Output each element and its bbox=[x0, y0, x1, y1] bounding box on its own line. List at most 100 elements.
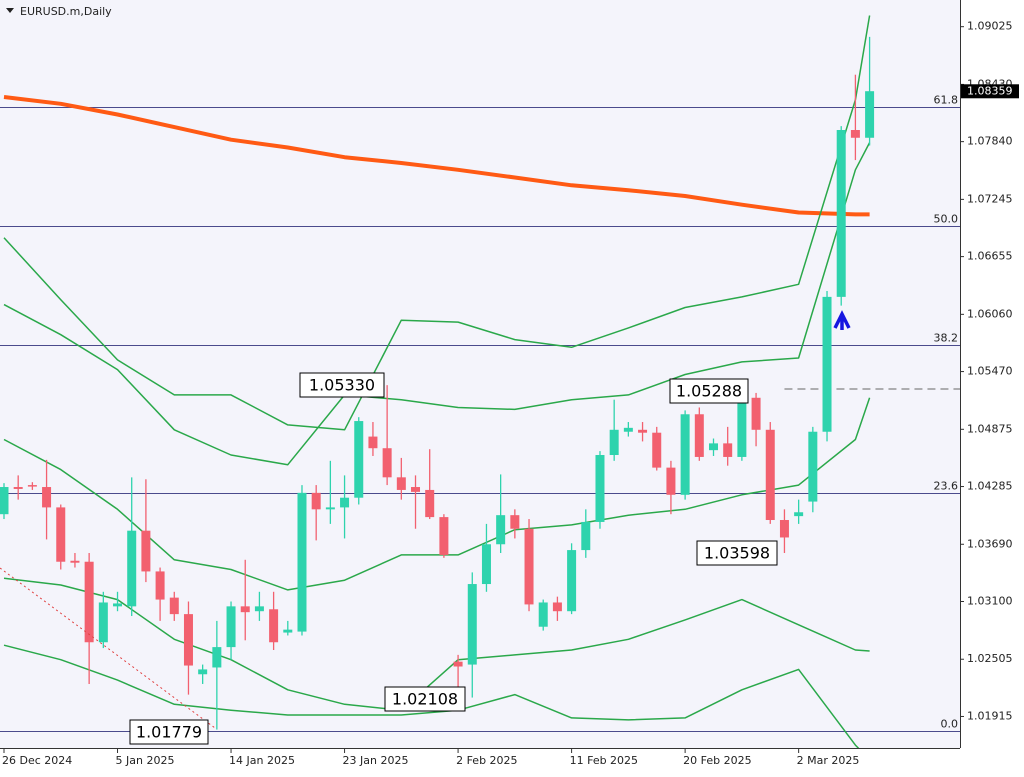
candle-body bbox=[481, 544, 491, 585]
candle-body bbox=[198, 669, 208, 675]
plot-background bbox=[0, 0, 960, 748]
candle-body bbox=[779, 520, 789, 538]
candle-body bbox=[226, 606, 236, 648]
candle-body bbox=[595, 455, 605, 522]
candle-body bbox=[623, 427, 633, 432]
annotation-box bbox=[696, 540, 778, 566]
candle-body bbox=[581, 521, 591, 551]
candle-body bbox=[354, 421, 364, 498]
candle-body bbox=[694, 414, 704, 457]
candle-body bbox=[638, 429, 648, 433]
candle-body bbox=[240, 606, 250, 613]
candle-body bbox=[794, 512, 804, 517]
candle-body bbox=[27, 485, 37, 487]
candle-body bbox=[113, 603, 123, 607]
candle-body bbox=[865, 91, 875, 138]
y-tick-label: 1.07840 bbox=[967, 135, 1013, 148]
x-tick-label: 11 Feb 2025 bbox=[570, 754, 638, 767]
candle-body bbox=[155, 571, 165, 600]
candle-body bbox=[723, 443, 733, 457]
candle-body bbox=[368, 436, 378, 449]
candle-body bbox=[396, 477, 406, 490]
candle-body bbox=[680, 414, 690, 495]
x-tick-label: 20 Feb 2025 bbox=[683, 754, 751, 767]
candle-body bbox=[127, 530, 137, 607]
level-label: 23.6 bbox=[934, 480, 959, 493]
y-tick-label: 1.07245 bbox=[967, 192, 1013, 205]
annotation: 1.01779 bbox=[136, 723, 202, 742]
band-line bbox=[3, 15, 871, 431]
candle-body bbox=[453, 661, 463, 667]
annotation: 1.05330 bbox=[309, 376, 375, 395]
y-tick-label: 1.06060 bbox=[967, 307, 1013, 320]
candle-body bbox=[42, 487, 52, 508]
candle-body bbox=[425, 489, 435, 518]
candle-body bbox=[0, 487, 9, 515]
y-tick-label: 1.04285 bbox=[967, 480, 1013, 493]
candle-body bbox=[737, 394, 747, 457]
x-tick-label: 5 Jan 2025 bbox=[116, 754, 175, 767]
annotations: 1.05330 1.05288 1.03598 1.02108 1.01779 bbox=[129, 372, 778, 745]
annotation-box bbox=[384, 686, 466, 712]
current-price-box bbox=[961, 84, 1019, 99]
candle-body bbox=[411, 487, 421, 492]
candle-body bbox=[169, 597, 179, 615]
current-price-label: 1.08359 bbox=[967, 84, 1013, 97]
annotation: 1.05288 bbox=[676, 382, 742, 401]
y-tick-label: 1.03100 bbox=[967, 595, 1013, 608]
candle-body bbox=[13, 487, 23, 489]
candle-body bbox=[652, 432, 662, 468]
chart-title: EURUSD.m,Daily bbox=[20, 5, 112, 18]
x-tick-label: 2 Feb 2025 bbox=[456, 754, 517, 767]
candle-body bbox=[666, 467, 676, 495]
annotation-box bbox=[299, 372, 385, 398]
candle-body bbox=[467, 584, 477, 665]
candle-body bbox=[254, 606, 264, 612]
candle-body bbox=[56, 507, 66, 562]
annotation-box bbox=[669, 378, 749, 404]
y-tick-label: 1.06655 bbox=[967, 250, 1013, 263]
x-tick-label: 23 Jan 2025 bbox=[343, 754, 409, 767]
annotation-box bbox=[129, 719, 209, 745]
y-tick-label: 1.01915 bbox=[967, 709, 1013, 722]
candle-body bbox=[765, 429, 775, 521]
candle-body bbox=[212, 647, 222, 668]
candle-body bbox=[84, 561, 94, 643]
candle-body bbox=[340, 497, 350, 508]
candle-body bbox=[836, 130, 846, 297]
candle-body bbox=[496, 515, 506, 545]
candle-body bbox=[382, 448, 392, 478]
candle-body bbox=[822, 296, 832, 432]
y-tick-label: 1.02505 bbox=[967, 652, 1013, 665]
annotation: 1.03598 bbox=[704, 544, 770, 563]
level-label: 38.2 bbox=[934, 332, 959, 345]
x-tick-label: 2 Mar 2025 bbox=[797, 754, 860, 767]
candle-body bbox=[98, 602, 108, 643]
annotation: 1.02108 bbox=[392, 690, 458, 709]
candle-body bbox=[439, 517, 449, 555]
candle-body bbox=[524, 528, 534, 605]
x-tick-label: 26 Dec 2024 bbox=[2, 754, 72, 767]
band-line bbox=[3, 397, 871, 591]
buy-arrow bbox=[833, 310, 851, 330]
candle-body bbox=[709, 443, 718, 451]
y-tick-label: 1.05470 bbox=[967, 365, 1013, 378]
candle-body bbox=[70, 560, 80, 563]
moving-average bbox=[3, 95, 870, 217]
candle-body bbox=[325, 507, 335, 510]
candle-body bbox=[141, 530, 151, 572]
candle-body bbox=[538, 602, 548, 627]
candle-body bbox=[269, 609, 279, 643]
candle-body bbox=[283, 629, 293, 633]
candle-body bbox=[850, 130, 860, 138]
candle-body bbox=[297, 492, 307, 632]
candle-body bbox=[552, 602, 562, 612]
candle-body bbox=[609, 429, 619, 456]
candle-body bbox=[567, 550, 577, 612]
candle-body bbox=[510, 515, 520, 529]
candle-body bbox=[808, 431, 818, 502]
menu-triangle bbox=[6, 8, 14, 13]
candle-body bbox=[311, 492, 321, 510]
level-label: 61.8 bbox=[934, 94, 959, 107]
